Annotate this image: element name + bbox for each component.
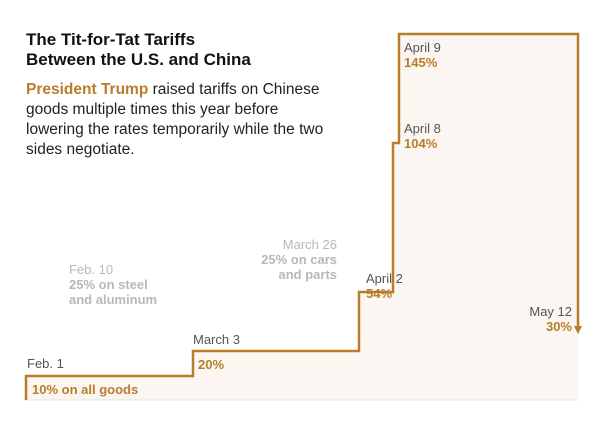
label-apr8-date: April 8 [404, 121, 441, 136]
label-may12-value: 30% [545, 319, 572, 334]
label-mar3-date: March 3 [193, 332, 240, 347]
chart-title: The Tit-for-Tat Tariffs Between the U.S.… [26, 30, 326, 70]
label-mar3-value: 20% [198, 357, 225, 372]
label-feb10: Feb. 10 25% on steel and aluminum [69, 262, 157, 307]
label-feb1: Feb. 1 [27, 356, 64, 371]
label-apr8-value: 104% [404, 136, 438, 151]
label-apr2: April 2 54% [366, 271, 403, 301]
label-feb1-value: 10% on all goods [32, 382, 139, 397]
label-may12-date: May 12 [529, 304, 572, 319]
title-line-2: Between the U.S. and China [26, 50, 251, 69]
label-feb1-date: Feb. 1 [27, 356, 64, 371]
label-mar26-value-2: and parts [278, 267, 337, 282]
tariff-area-fill [26, 34, 578, 400]
label-feb10-date: Feb. 10 [69, 262, 114, 277]
label-feb1-value-wrap: 10% on all goods [32, 382, 138, 397]
label-apr9-value: 145% [404, 55, 438, 70]
label-apr8: April 8 104% [404, 121, 441, 151]
subtitle-text: raised tariffs on Chinese goods multiple… [26, 81, 324, 158]
label-may12: May 12 30% [500, 304, 572, 334]
label-mar26-value-1: 25% on cars [261, 252, 337, 267]
label-mar26: March 26 25% on cars and parts [250, 237, 337, 282]
title-line-1: The Tit-for-Tat Tariffs [26, 30, 196, 49]
label-feb10-value-2: and aluminum [69, 292, 158, 307]
label-feb10-value-1: 25% on steel [69, 277, 148, 292]
label-mar3: March 3 [193, 332, 240, 347]
label-apr9: April 9 145% [404, 40, 441, 70]
label-apr2-value: 54% [366, 286, 393, 301]
chart-subtitle: President Trump raised tariffs on Chines… [26, 80, 336, 160]
label-apr2-date: April 2 [366, 271, 403, 286]
tariff-step-line [24, 32, 582, 400]
label-apr9-date: April 9 [404, 40, 441, 55]
label-mar26-date: March 26 [282, 237, 337, 252]
subtitle-highlight: President Trump [26, 81, 149, 98]
label-mar3-value-wrap: 20% [198, 357, 224, 372]
